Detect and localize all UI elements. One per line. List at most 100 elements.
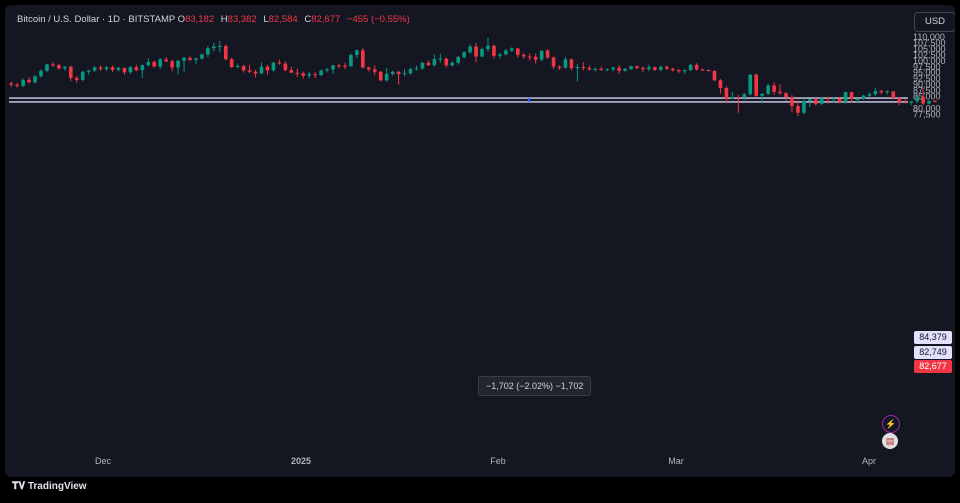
candle-body — [33, 76, 37, 83]
brand-name: TradingView — [27, 481, 87, 492]
candle-body — [736, 97, 741, 99]
candle-body — [235, 66, 240, 68]
candle-body — [659, 66, 663, 70]
candle-body — [808, 99, 812, 102]
y-tick-label: 110,000 — [913, 32, 945, 42]
us-flag-icon[interactable]: ▤ — [882, 433, 898, 449]
candle-body — [605, 69, 609, 71]
candle-body — [635, 66, 639, 68]
candle-body — [599, 68, 604, 70]
y-tick-label: 92,500 — [913, 74, 941, 84]
x-tick-label: Feb — [490, 456, 506, 466]
candle-body — [384, 73, 389, 81]
tradingview-logo-icon: 𝐓𝐕 — [12, 481, 26, 492]
candle-body — [915, 96, 919, 102]
candle-body — [110, 67, 115, 70]
candle-body — [361, 50, 365, 68]
candle-body — [426, 62, 431, 66]
candle-body — [849, 92, 854, 99]
high-value: 83,382 — [227, 14, 257, 25]
candle-body — [247, 70, 252, 72]
candle-body — [873, 91, 878, 95]
hline-price-tag-middle: 82,749 — [914, 346, 952, 359]
candle-body — [837, 98, 842, 103]
candle-body — [432, 59, 437, 66]
candle-body — [533, 56, 538, 60]
candle-body — [212, 46, 216, 49]
candle-body — [718, 80, 723, 88]
candle-body — [319, 70, 323, 76]
candle-body — [27, 79, 31, 83]
candle-body — [152, 62, 157, 67]
measure-bar — [528, 98, 530, 102]
low-value: 82,584 — [268, 14, 298, 25]
candle-body — [587, 67, 592, 70]
candle-body — [51, 64, 55, 66]
y-tick-label: 85,000 — [913, 92, 941, 102]
candle-body — [390, 71, 395, 74]
candle-body — [903, 102, 907, 104]
candle-body — [194, 58, 198, 60]
lightning-alert-icon[interactable]: ⚡ — [882, 415, 900, 433]
candle-body — [694, 64, 699, 70]
candle-body — [569, 59, 574, 69]
chart-panel[interactable]: 110,000 107,500 105,000 102,500 100,000 97,50… — [5, 5, 955, 477]
candle-body — [313, 74, 317, 76]
candle-body — [200, 54, 204, 59]
candle-body — [408, 69, 413, 74]
candle-body — [516, 48, 520, 55]
candle-body — [86, 70, 91, 72]
candle-body — [39, 70, 43, 77]
candle-body — [98, 67, 103, 69]
candle-body — [414, 68, 419, 70]
candle-body — [831, 98, 836, 100]
candle-body — [355, 50, 359, 55]
candle-body — [420, 62, 425, 69]
y-tick-label: 105,000 — [913, 44, 946, 54]
candle-body — [104, 67, 109, 69]
candle-body — [9, 83, 13, 85]
candle-body — [283, 63, 288, 71]
candle-body — [57, 65, 61, 69]
candle-body — [450, 62, 455, 66]
candle-body — [349, 54, 353, 67]
candle-body — [688, 64, 693, 71]
candle-body — [629, 66, 633, 69]
y-tick-label: 87,500 — [913, 86, 941, 96]
candle-body — [647, 67, 651, 70]
candle-body — [682, 70, 687, 72]
y-tick-label: 77,500 — [913, 109, 941, 119]
candle-body — [706, 70, 711, 72]
price-chart[interactable]: 110,000107,500105,000102,500100,00097,50… — [5, 5, 955, 477]
candle-body — [825, 98, 830, 100]
candle-body — [676, 70, 681, 72]
candle-body — [337, 65, 341, 67]
tradingview-logo[interactable]: 𝐓𝐕 TradingView — [12, 481, 87, 492]
candle-body — [325, 69, 329, 71]
candle-body — [63, 66, 67, 69]
candle-body — [218, 46, 222, 48]
y-tick-label: 80,000 — [913, 103, 941, 113]
candle-body — [468, 46, 472, 53]
candle-body — [116, 67, 121, 70]
candle-body — [265, 66, 270, 71]
chart-legend: Bitcoin / U.S. Dollar · 1D · BITSTAMP O8… — [17, 14, 414, 25]
currency-button[interactable]: USD — [914, 12, 955, 32]
candle-body — [581, 67, 586, 69]
candle-body — [665, 66, 669, 69]
candle-body — [557, 66, 562, 68]
candle-body — [438, 58, 443, 60]
close-value: 82,677 — [311, 14, 341, 25]
candle-body — [617, 67, 621, 71]
candle-body — [498, 54, 502, 56]
candle-body — [253, 71, 258, 74]
open-label: O — [177, 14, 186, 25]
hline-price-tag-upper: 84,379 — [914, 331, 952, 344]
candle-body — [867, 94, 872, 96]
candle-body — [188, 57, 192, 60]
candle-body — [271, 62, 276, 71]
candle-body — [462, 52, 466, 58]
y-tick-label: 95,000 — [913, 68, 941, 78]
candle-body — [724, 87, 729, 99]
candle-body — [623, 68, 627, 71]
